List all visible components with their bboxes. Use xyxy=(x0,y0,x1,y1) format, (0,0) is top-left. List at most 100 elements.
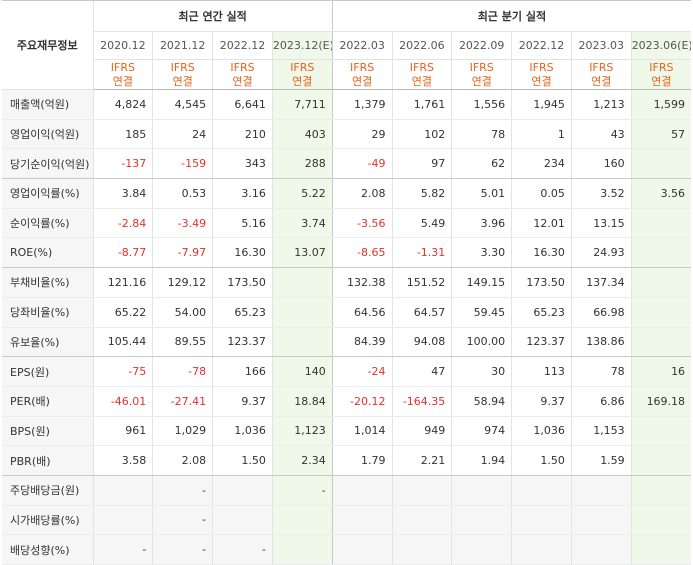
table-cell xyxy=(630,416,692,447)
table-cell: 94.08 xyxy=(391,327,452,358)
table-cell: - xyxy=(152,505,213,536)
table-cell xyxy=(451,475,512,506)
row-label: 순이익률(%) xyxy=(2,208,93,239)
table-cell: 113 xyxy=(511,356,572,387)
ifrs-label: IFRS xyxy=(469,60,494,74)
table-cell: 149.15 xyxy=(451,267,512,298)
consolidated-label: 연결 xyxy=(292,74,313,88)
table-cell: -164.35 xyxy=(391,386,452,417)
table-cell: 169.18 xyxy=(630,386,692,417)
table-cell: - xyxy=(152,534,213,565)
table-cell: 3.58 xyxy=(92,445,153,476)
accounting-standard-label: IFRS 연결 xyxy=(511,59,572,90)
consolidated-label: 연결 xyxy=(591,74,612,88)
table-cell xyxy=(630,475,692,506)
table-cell: - xyxy=(212,534,273,565)
ifrs-label: IFRS xyxy=(290,60,315,74)
ifrs-label: IFRS xyxy=(409,60,434,74)
period-header: 2023.03 xyxy=(570,31,632,60)
table-cell: 1,153 xyxy=(570,416,632,447)
table-cell: 1.94 xyxy=(451,445,512,476)
table-cell: -8.65 xyxy=(331,237,392,269)
table-cell: 961 xyxy=(92,416,153,447)
table-cell: 64.57 xyxy=(391,297,452,328)
table-cell: -49 xyxy=(331,148,392,180)
table-cell: - xyxy=(152,475,213,506)
table-cell: 4,824 xyxy=(92,89,153,120)
row-label: 부채비율(%) xyxy=(2,267,93,298)
table-cell: 5.49 xyxy=(391,208,452,239)
table-cell: -7.97 xyxy=(152,237,213,269)
table-cell: 166 xyxy=(212,356,273,387)
table-cell: 102 xyxy=(391,119,452,150)
table-cell: 6,641 xyxy=(212,89,273,120)
period-header: 2022.12 xyxy=(511,31,572,60)
consolidated-label: 연결 xyxy=(531,74,552,88)
table-cell xyxy=(451,534,512,565)
table-cell: 403 xyxy=(271,119,333,150)
table-cell: 160 xyxy=(570,148,632,180)
table-cell: 210 xyxy=(212,119,273,150)
table-cell: -75 xyxy=(92,356,153,387)
period-header: 2020.12 xyxy=(92,31,153,60)
row-label: 당좌비율(%) xyxy=(2,297,93,328)
table-cell: 137.34 xyxy=(570,267,632,298)
table-cell xyxy=(630,237,692,269)
table-cell: -3.49 xyxy=(152,208,213,239)
table-cell: 16.30 xyxy=(212,237,273,269)
table-cell: 3.96 xyxy=(451,208,512,239)
period-header: 2022.03 xyxy=(331,31,392,60)
table-cell: 100.00 xyxy=(451,327,512,358)
accounting-standard-label: IFRS 연결 xyxy=(271,59,333,90)
consolidated-label: 연결 xyxy=(351,74,373,88)
table-cell: 5.01 xyxy=(451,178,512,209)
table-cell: -20.12 xyxy=(331,386,392,417)
row-label-header: 주요재무정보 xyxy=(2,0,93,90)
table-cell: 132.38 xyxy=(331,267,392,298)
table-cell: 24 xyxy=(152,119,213,150)
table-cell: 5.82 xyxy=(391,178,452,209)
table-cell: 121.16 xyxy=(92,267,153,298)
table-cell: 1,123 xyxy=(271,416,333,447)
row-label: 당기순이익(억원) xyxy=(2,148,93,180)
table-cell: 66.98 xyxy=(570,297,632,328)
table-cell: 343 xyxy=(212,148,273,180)
table-cell: 57 xyxy=(630,119,692,150)
table-cell: 65.22 xyxy=(92,297,153,328)
table-cell xyxy=(271,505,333,536)
table-cell: 1,556 xyxy=(451,89,512,120)
table-cell xyxy=(511,534,572,565)
table-cell xyxy=(570,475,632,506)
table-cell: 949 xyxy=(391,416,452,447)
table-cell: 18.84 xyxy=(271,386,333,417)
table-cell: 3.30 xyxy=(451,237,512,269)
ifrs-label: IFRS xyxy=(230,60,255,74)
table-cell: 234 xyxy=(511,148,572,180)
table-cell: 1,945 xyxy=(511,89,572,120)
table-row: 당기순이익(억원) -137 -159 343 288 -49 97 62 234 160 xyxy=(2,148,692,180)
table-cell xyxy=(630,445,692,476)
table-cell: 5.22 xyxy=(271,178,333,209)
table-cell: -8.77 xyxy=(92,237,153,269)
row-label: 시가배당률(%) xyxy=(2,505,93,536)
table-row: ROE(%) -8.77 -7.97 16.30 13.07 -8.65 -1.31 3.30… xyxy=(2,237,692,269)
table-cell: 9.37 xyxy=(511,386,572,417)
table-row: 유보율(%) 105.44 89.55 123.37 84.39 94.08 100.00 1… xyxy=(2,327,692,358)
row-label: 유보율(%) xyxy=(2,327,93,358)
table-cell: 185 xyxy=(92,119,153,150)
table-cell: 3.16 xyxy=(212,178,273,209)
table-cell xyxy=(271,267,333,298)
table-cell: 9.37 xyxy=(212,386,273,417)
table-cell xyxy=(391,475,452,506)
period-header: 2023.12(E) xyxy=(271,31,333,60)
table-cell: 2.08 xyxy=(152,445,213,476)
table-row: BPS(원) 961 1,029 1,036 1,123 1,014 949 974 1,036… xyxy=(2,416,692,447)
table-cell xyxy=(271,297,333,328)
period-header: 2022.09 xyxy=(451,31,512,60)
table-cell: 288 xyxy=(271,148,333,180)
period-header: 2022.12 xyxy=(212,31,273,60)
table-cell: 1,036 xyxy=(212,416,273,447)
row-label: EPS(원) xyxy=(2,356,93,387)
table-cell: 47 xyxy=(391,356,452,387)
